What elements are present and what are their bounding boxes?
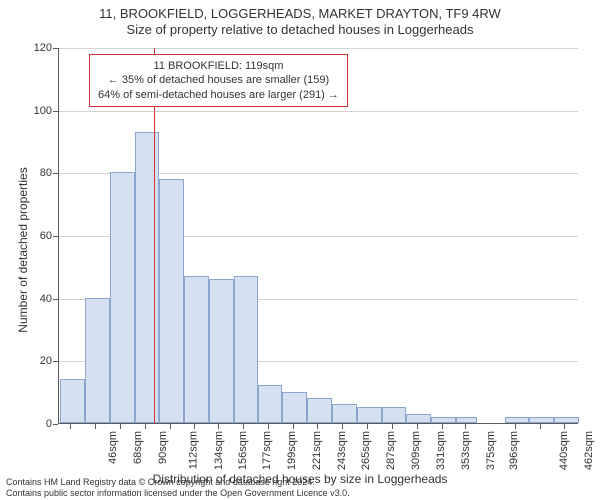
- y-tick-mark: [53, 424, 58, 425]
- histogram-bar: [431, 417, 456, 423]
- footnote-line2: Contains public sector information licen…: [6, 488, 350, 499]
- x-tick-mark: [417, 424, 418, 429]
- annotation-line: ← 35% of detached houses are smaller (15…: [98, 73, 339, 87]
- x-tick-mark: [145, 424, 146, 429]
- x-tick-label: 287sqm: [385, 431, 397, 470]
- plot-inner: 11 BROOKFIELD: 119sqm← 35% of detached h…: [59, 48, 578, 423]
- x-tick-label: 375sqm: [485, 431, 497, 470]
- x-tick-mark: [564, 424, 565, 429]
- y-tick-label: 40: [22, 293, 52, 305]
- x-tick-label: 68sqm: [132, 431, 144, 464]
- histogram-bar: [110, 172, 135, 423]
- y-tick-label: 120: [22, 42, 52, 54]
- x-tick-mark: [442, 424, 443, 429]
- x-tick-label: 265sqm: [361, 431, 373, 470]
- y-tick-label: 80: [22, 167, 52, 179]
- x-tick-mark: [268, 424, 269, 429]
- x-tick-mark: [120, 424, 121, 429]
- histogram-bar: [456, 417, 477, 423]
- x-tick-mark: [218, 424, 219, 429]
- x-tick-mark: [194, 424, 195, 429]
- x-tick-mark: [392, 424, 393, 429]
- histogram-bar: [307, 398, 332, 423]
- chart-title-line2: Size of property relative to detached ho…: [0, 22, 600, 38]
- annotation-line: 64% of semi-detached houses are larger (…: [98, 88, 339, 102]
- x-tick-mark: [293, 424, 294, 429]
- histogram-bar: [332, 404, 357, 423]
- x-tick-label: 221sqm: [311, 431, 323, 470]
- histogram-bar: [382, 407, 407, 423]
- histogram-bar: [184, 276, 209, 423]
- histogram-bar: [505, 417, 530, 423]
- histogram-bar: [529, 417, 554, 423]
- chart-frame: 11, BROOKFIELD, LOGGERHEADS, MARKET DRAY…: [0, 0, 600, 500]
- y-tick-label: 100: [22, 105, 52, 117]
- x-tick-mark: [70, 424, 71, 429]
- y-tick-label: 60: [22, 230, 52, 242]
- x-tick-label: 353sqm: [460, 431, 472, 470]
- y-tick-mark: [53, 236, 58, 237]
- x-tick-mark: [342, 424, 343, 429]
- x-tick-mark: [515, 424, 516, 429]
- x-tick-label: 177sqm: [261, 431, 273, 470]
- x-tick-label: 309sqm: [410, 431, 422, 470]
- histogram-bar: [159, 179, 184, 423]
- y-axis-label: Number of detached properties: [16, 167, 30, 332]
- y-tick-mark: [53, 48, 58, 49]
- x-tick-label: 90sqm: [157, 431, 169, 464]
- histogram-bar: [60, 379, 85, 423]
- x-tick-mark: [243, 424, 244, 429]
- histogram-bar: [85, 298, 110, 423]
- y-tick-mark: [53, 361, 58, 362]
- x-tick-label: 199sqm: [286, 431, 298, 470]
- x-tick-mark: [170, 424, 171, 429]
- gridline: [59, 111, 578, 112]
- annotation-box: 11 BROOKFIELD: 119sqm← 35% of detached h…: [89, 54, 348, 107]
- x-tick-label: 46sqm: [107, 431, 119, 464]
- x-tick-label: 396sqm: [508, 431, 520, 470]
- histogram-bar: [258, 385, 283, 423]
- x-tick-label: 440sqm: [558, 431, 570, 470]
- histogram-bar: [282, 392, 307, 423]
- plot-area: 11 BROOKFIELD: 119sqm← 35% of detached h…: [58, 48, 578, 424]
- x-tick-mark: [317, 424, 318, 429]
- y-tick-label: 0: [22, 418, 52, 430]
- x-tick-mark: [95, 424, 96, 429]
- x-tick-mark: [540, 424, 541, 429]
- x-tick-mark: [367, 424, 368, 429]
- x-tick-mark: [465, 424, 466, 429]
- histogram-bar: [234, 276, 258, 423]
- histogram-bar: [135, 132, 160, 423]
- x-tick-label: 243sqm: [336, 431, 348, 470]
- chart-title-line1: 11, BROOKFIELD, LOGGERHEADS, MARKET DRAY…: [0, 6, 600, 22]
- x-tick-label: 462sqm: [583, 431, 595, 470]
- x-tick-label: 134sqm: [213, 431, 225, 470]
- annotation-line: 11 BROOKFIELD: 119sqm: [98, 59, 339, 73]
- x-tick-label: 156sqm: [238, 431, 250, 470]
- y-tick-mark: [53, 173, 58, 174]
- y-tick-mark: [53, 111, 58, 112]
- gridline: [59, 48, 578, 49]
- footnote-line1: Contains HM Land Registry data © Crown c…: [6, 477, 315, 488]
- x-tick-label: 331sqm: [435, 431, 447, 470]
- x-tick-label: 112sqm: [187, 431, 199, 469]
- histogram-bar: [406, 414, 431, 423]
- histogram-bar: [209, 279, 234, 423]
- histogram-bar: [554, 417, 579, 423]
- histogram-bar: [357, 407, 382, 423]
- y-tick-mark: [53, 299, 58, 300]
- y-tick-label: 20: [22, 355, 52, 367]
